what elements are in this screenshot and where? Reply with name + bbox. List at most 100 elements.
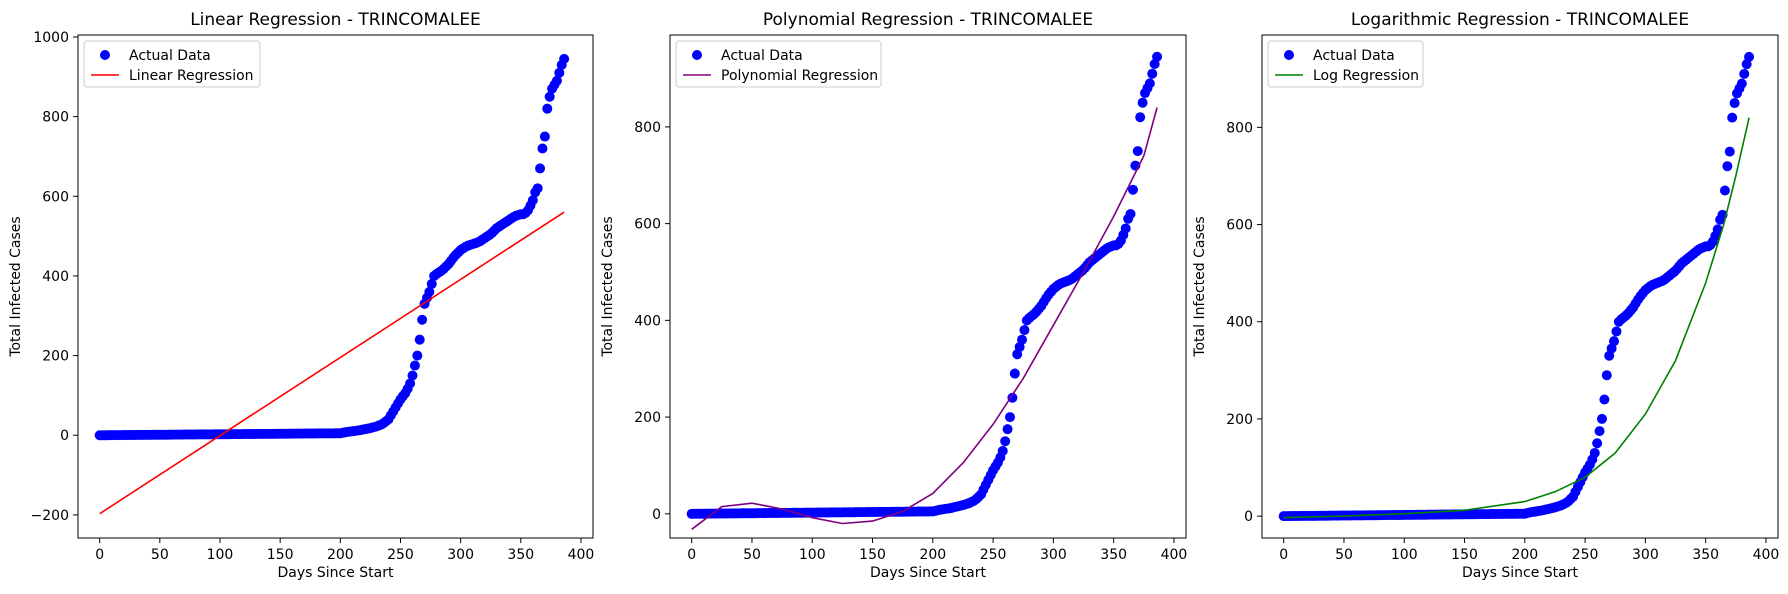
legend [675, 40, 882, 88]
scatter-point [1594, 426, 1605, 437]
scatter-point [1137, 97, 1148, 108]
legend-points-label: Actual Data [1313, 48, 1395, 64]
scatter-point [537, 143, 548, 154]
scatter-point [527, 195, 538, 206]
legend-marker [692, 50, 702, 60]
scatter-point [532, 183, 543, 194]
y-tick-label: 0 [1244, 509, 1253, 525]
scatter-point [1601, 370, 1612, 381]
scatter-points [94, 53, 570, 441]
legend-marker [1284, 50, 1294, 60]
scatter-point [1727, 112, 1738, 123]
scatter-point [1009, 368, 1020, 379]
scatter-point [1596, 413, 1607, 424]
plot-frame [669, 34, 1187, 539]
x-tick-label: 100 [1391, 547, 1418, 563]
x-tick-label: 0 [687, 547, 696, 563]
legend-marker [100, 50, 110, 60]
scatter-point [409, 360, 420, 371]
x-axis-label: Days Since Start [870, 565, 987, 581]
scatter-point [1135, 112, 1146, 123]
x-tick-label: 400 [1161, 547, 1188, 563]
scatter-point [542, 103, 553, 114]
scatter-point [997, 445, 1008, 456]
y-tick-label: 200 [1226, 412, 1253, 428]
legend-box [675, 40, 882, 88]
y-tick-label: 1000 [33, 30, 69, 46]
scatter-point [551, 75, 562, 86]
scatter-point [1609, 336, 1620, 347]
scatter-point [1724, 146, 1735, 157]
scatter-point [1144, 78, 1155, 89]
x-tick-label: 300 [1040, 547, 1067, 563]
x-axis-label: Days Since Start [278, 565, 395, 581]
x-tick-label: 150 [267, 547, 294, 563]
regression-line [99, 211, 565, 515]
y-tick-label: 0 [60, 428, 69, 444]
y-tick-label: 800 [42, 110, 69, 126]
legend-points-label: Actual Data [129, 48, 211, 64]
scatter-point [559, 53, 570, 64]
x-tick-label: 350 [1692, 547, 1719, 563]
scatter-point [1000, 436, 1011, 447]
scatter-point [1599, 394, 1610, 405]
x-tick-label: 100 [799, 547, 826, 563]
regression-line [691, 107, 1158, 530]
scatter-point [407, 370, 418, 381]
scatter-point [1722, 161, 1733, 172]
x-tick-label: 200 [327, 547, 354, 563]
scatter-points [1278, 51, 1755, 522]
x-axis-label: Days Since Start [1462, 565, 1579, 581]
x-tick-label: 0 [1279, 547, 1288, 563]
y-tick-label: −200 [31, 508, 69, 524]
scatter-point [1589, 447, 1600, 458]
y-tick-label: 800 [634, 120, 661, 136]
scatter-point [1611, 326, 1622, 337]
scatter-point [1729, 98, 1740, 109]
y-tick-label: 600 [634, 217, 661, 233]
y-tick-label: 400 [42, 269, 69, 285]
x-tick-label: 50 [743, 547, 761, 563]
x-tick-label: 250 [1572, 547, 1599, 563]
y-axis-label: Total Infected Cases [8, 216, 24, 357]
chart-title: Linear Regression - TRINCOMALEE [190, 10, 481, 30]
plot-frame [1261, 34, 1779, 539]
scatter-point [1152, 51, 1163, 62]
scatter-point [1004, 412, 1015, 423]
chart-title: Polynomial Regression - TRINCOMALEE [763, 10, 1093, 30]
scatter-point [1125, 208, 1136, 219]
scatter-point [535, 163, 546, 174]
scatter-point [405, 378, 416, 389]
y-axis-label: Total Infected Cases [600, 216, 616, 357]
x-tick-label: 400 [1753, 547, 1780, 563]
scatter-point [1736, 78, 1747, 89]
scatter-point [1132, 146, 1143, 157]
y-tick-label: 800 [1226, 120, 1253, 136]
scatter-point [412, 350, 423, 361]
scatter-point [424, 286, 435, 297]
scatter-point [1712, 224, 1723, 235]
scatter-point [426, 278, 437, 289]
scatter-point [1147, 68, 1158, 79]
legend [1267, 40, 1424, 88]
scatter-point [1007, 392, 1018, 403]
x-tick-label: 50 [1335, 547, 1353, 563]
x-tick-label: 250 [387, 547, 414, 563]
scatter-point [554, 67, 565, 78]
x-tick-label: 200 [1511, 547, 1538, 563]
scatter-point [417, 314, 428, 325]
legend-line-label: Linear Regression [129, 68, 254, 84]
x-tick-label: 200 [919, 547, 946, 563]
y-tick-label: 600 [42, 189, 69, 205]
legend-box [1267, 40, 1424, 88]
legend-line-label: Polynomial Regression [721, 68, 878, 84]
x-tick-label: 300 [1632, 547, 1659, 563]
scatter-point [1002, 424, 1013, 435]
x-tick-label: 0 [95, 547, 104, 563]
scatter-point [1019, 325, 1030, 336]
scatter-point [1127, 184, 1138, 195]
legend-line-label: Log Regression [1313, 68, 1419, 84]
y-tick-label: 400 [634, 313, 661, 329]
